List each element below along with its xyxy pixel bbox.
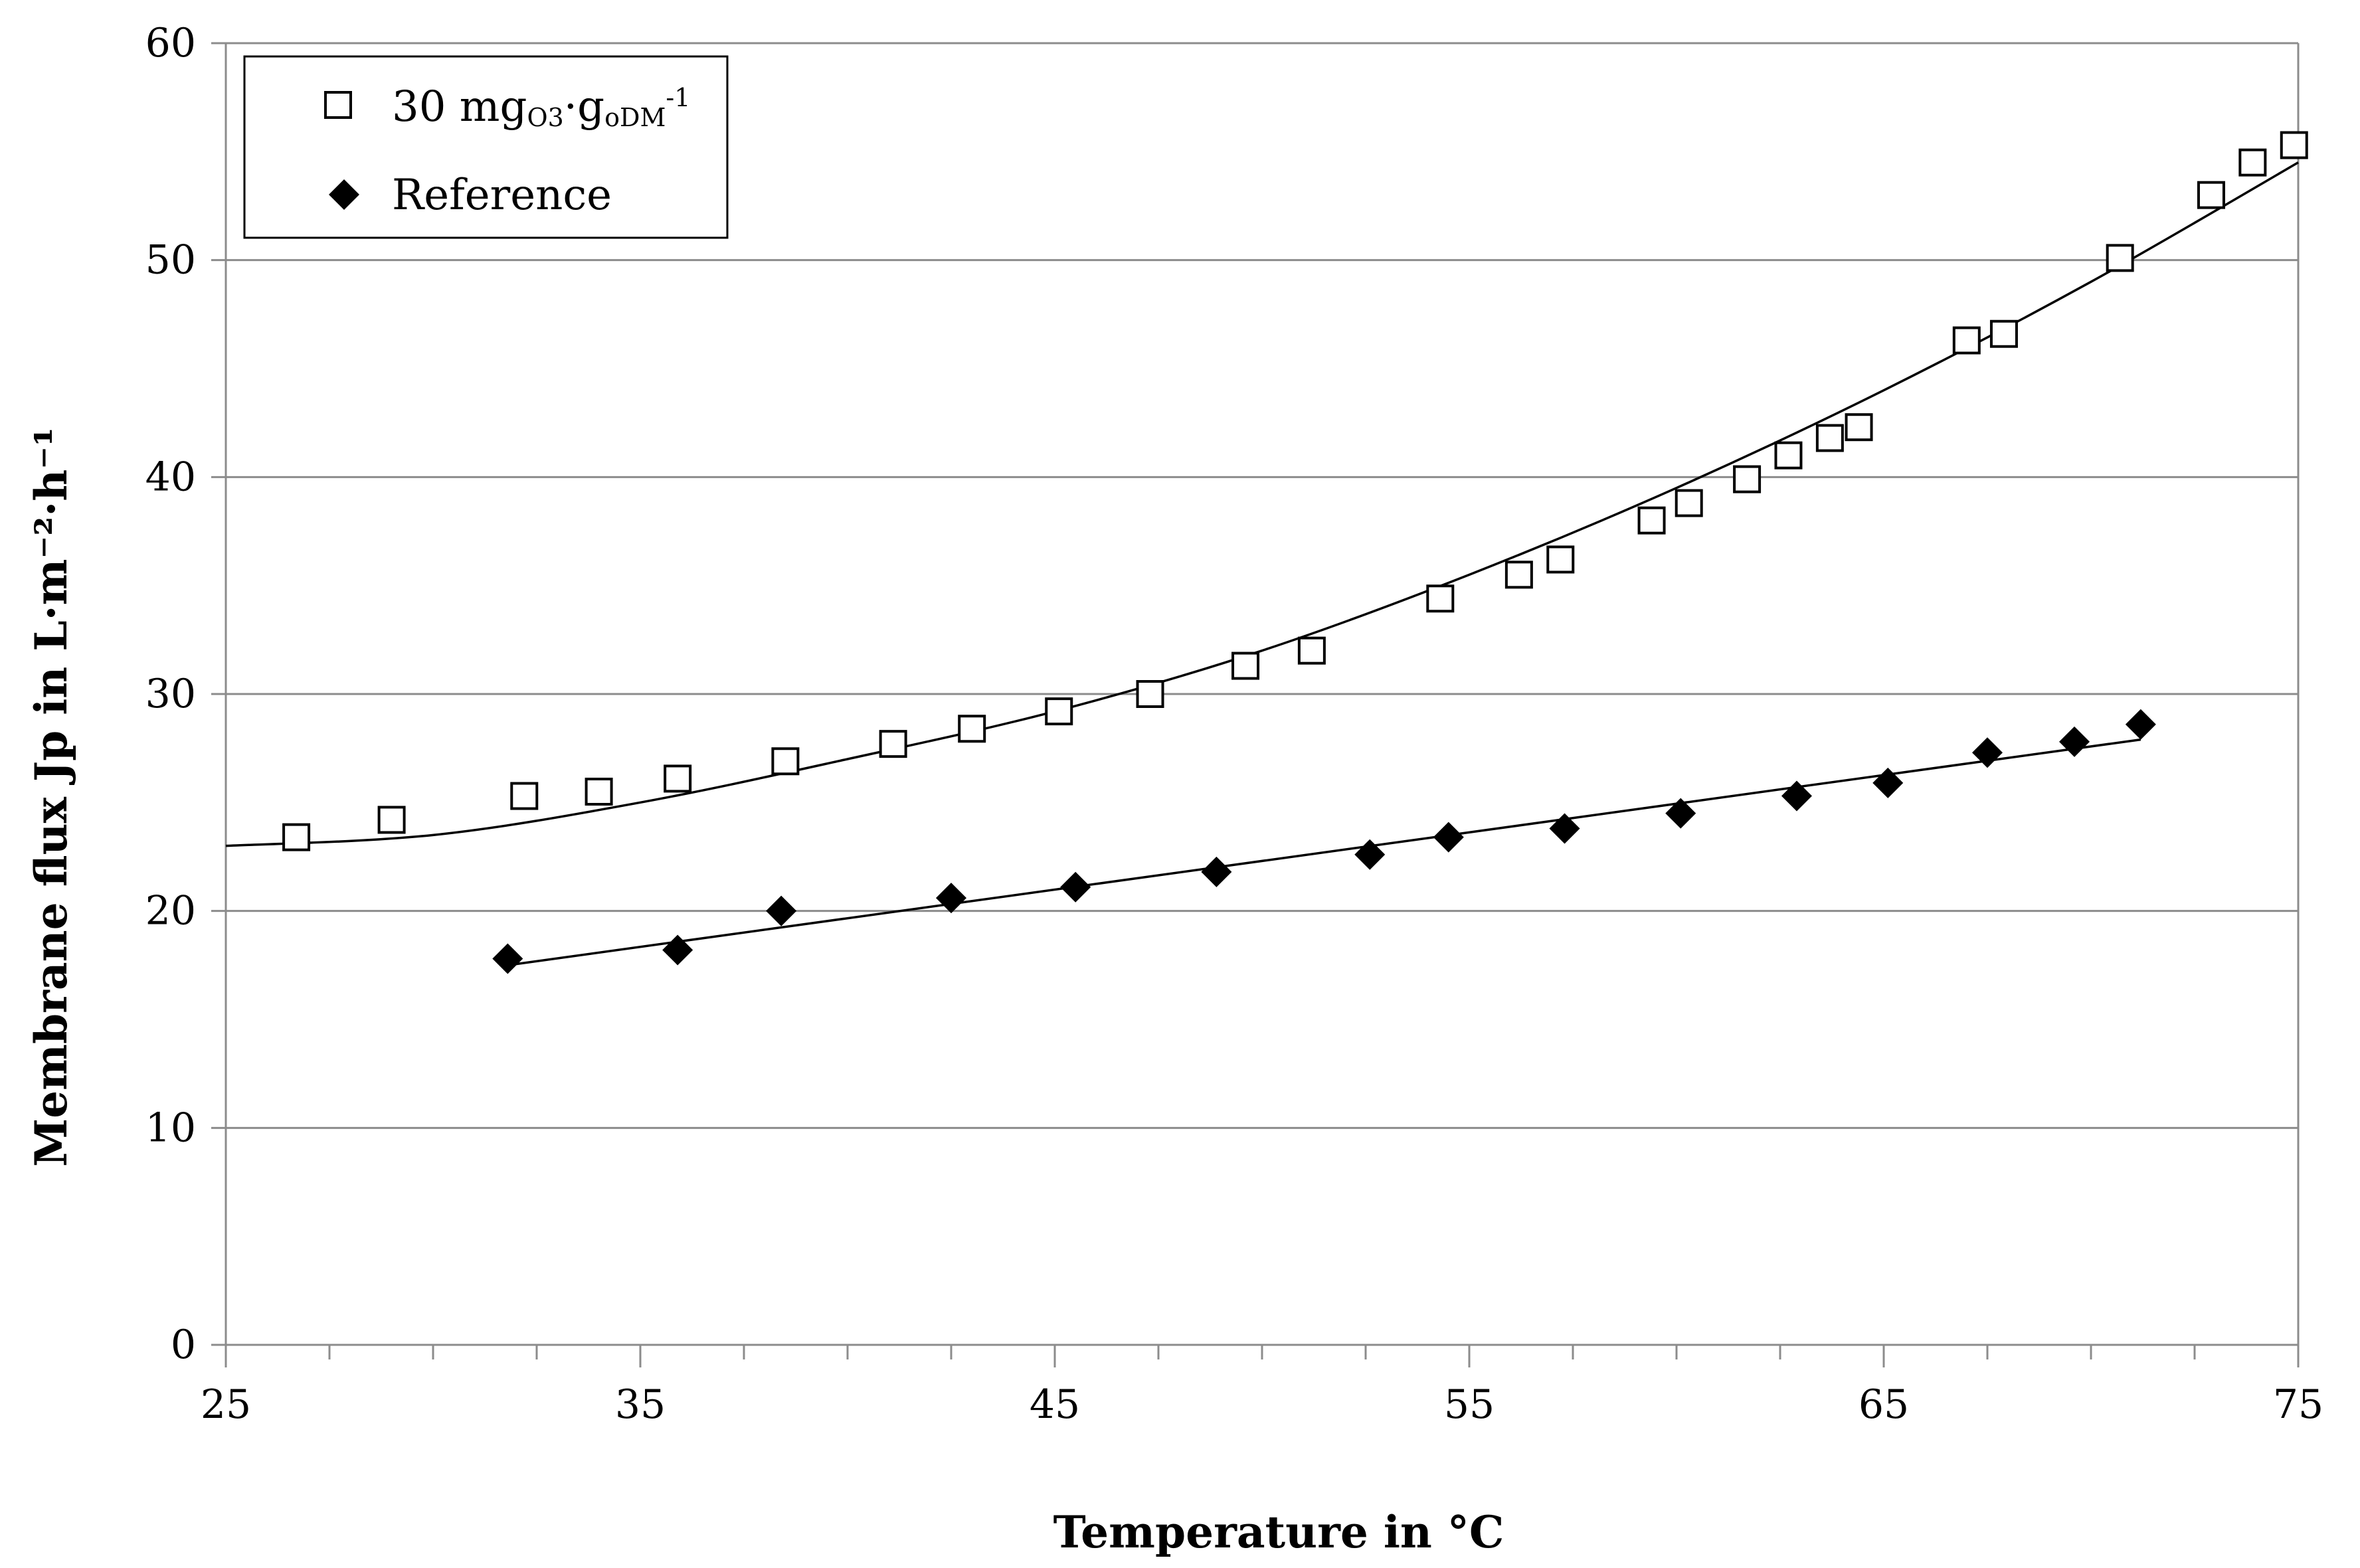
ozone-point bbox=[1546, 545, 1575, 574]
y-tick-label-40: 40 bbox=[145, 454, 196, 500]
reference-point bbox=[1549, 813, 1580, 844]
ozone-point bbox=[1952, 326, 1981, 355]
ozone-point bbox=[1297, 636, 1326, 665]
ozone-point bbox=[1045, 697, 1073, 726]
x-tick-label-55: 55 bbox=[1444, 1381, 1495, 1428]
reference-point bbox=[1781, 780, 1812, 812]
ozone-point bbox=[1675, 489, 1703, 517]
x-tick-label-25: 25 bbox=[201, 1381, 251, 1428]
reference-point bbox=[1060, 871, 1091, 903]
reference-point bbox=[1972, 737, 2003, 768]
legend-box bbox=[243, 55, 729, 239]
y-axis-tick-labels: 0 10 20 30 40 50 60 bbox=[145, 20, 196, 1368]
y-tick-label-30: 30 bbox=[145, 671, 196, 717]
ozone-point bbox=[377, 806, 406, 834]
ozone-point bbox=[1989, 319, 2018, 348]
ozone-point bbox=[664, 764, 692, 793]
ozone-point bbox=[1504, 561, 1533, 589]
legend-label-reference: Reference bbox=[392, 171, 612, 220]
ozone-point bbox=[958, 715, 986, 743]
ozone-point bbox=[1637, 506, 1666, 535]
ozone-point bbox=[1426, 584, 1455, 613]
x-axis-tick-labels: 25 35 45 55 65 75 bbox=[201, 1381, 2323, 1428]
x-tick-label-45: 45 bbox=[1030, 1381, 1080, 1428]
legend-diamond-marker bbox=[329, 179, 359, 210]
reference-point bbox=[1665, 798, 1696, 829]
grid-lines bbox=[226, 42, 2298, 1129]
ozone-point bbox=[771, 747, 800, 776]
reference-point bbox=[662, 934, 693, 966]
ozone-point bbox=[879, 730, 907, 758]
reference-point bbox=[1872, 767, 1904, 798]
ozone-point bbox=[2106, 244, 2134, 272]
ozone-point bbox=[585, 778, 613, 806]
trendline-reference bbox=[507, 738, 2141, 967]
reference-point bbox=[492, 943, 523, 974]
ozone-point bbox=[1136, 680, 1164, 708]
reference-point bbox=[1354, 839, 1386, 870]
reference-point bbox=[2059, 726, 2090, 757]
ozone-point bbox=[2238, 148, 2267, 177]
ozone-point bbox=[1231, 652, 1260, 680]
reference-point bbox=[766, 895, 797, 926]
ozone-point bbox=[2197, 181, 2225, 209]
y-tick-label-50: 50 bbox=[145, 237, 196, 284]
x-axis-ticks bbox=[225, 1345, 2300, 1367]
x-tick-label-65: 65 bbox=[1859, 1381, 1909, 1428]
ozone-point bbox=[1815, 424, 1844, 452]
x-tick-label-35: 35 bbox=[615, 1381, 666, 1428]
ozone-point bbox=[2280, 131, 2308, 159]
y-tick-label-60: 60 bbox=[145, 20, 196, 66]
reference-point bbox=[1433, 822, 1464, 853]
ozone-point bbox=[1774, 441, 1803, 470]
legend: 30 mgO3·goDM-1 Reference bbox=[243, 55, 729, 239]
reference-point bbox=[2125, 709, 2156, 740]
y-tick-label-0: 0 bbox=[171, 1322, 196, 1368]
ozone-point bbox=[510, 782, 539, 810]
y-axis-title: Membrane flux Jp in L·m⁻²·h⁻¹ bbox=[25, 427, 77, 1167]
ozone-point bbox=[282, 823, 311, 851]
x-tick-label-75: 75 bbox=[2273, 1381, 2323, 1428]
x-axis-title: Temperature in °C bbox=[1053, 1506, 1504, 1558]
data-markers bbox=[282, 131, 2308, 974]
legend-open-square-marker bbox=[324, 91, 352, 119]
ozone-point bbox=[1733, 465, 1762, 493]
reference-point bbox=[936, 883, 966, 914]
legend-label-ozone: 30 mgO3·goDM-1 bbox=[392, 82, 690, 132]
y-tick-label-20: 20 bbox=[145, 888, 196, 934]
reference-point bbox=[1201, 856, 1232, 887]
ozone-point bbox=[1845, 413, 1873, 442]
y-tick-label-10: 10 bbox=[145, 1104, 196, 1151]
